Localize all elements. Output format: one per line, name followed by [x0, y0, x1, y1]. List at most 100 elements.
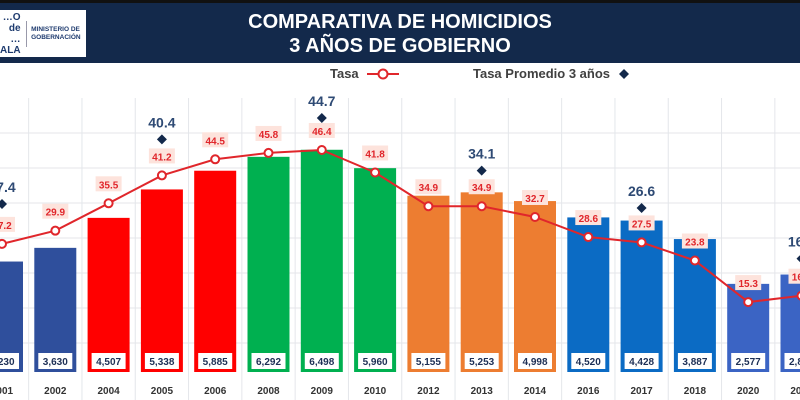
bar-value-label: 4,507 [96, 357, 121, 368]
bar-2005 [140, 189, 183, 372]
tasa-label-bg [0, 216, 15, 232]
bar-2002 [34, 247, 77, 372]
bar-2001 [0, 261, 23, 372]
tasa-label: 28.6 [579, 214, 599, 225]
bar-value-label: 6,292 [256, 357, 281, 368]
tasa-point [103, 198, 114, 209]
title-line-2: 3 AÑOS DE GOBIERNO [289, 35, 511, 57]
tasa-label: 34.9 [419, 183, 439, 194]
chart-title: COMPARATIVA DE HOMICIDIOS 3 AÑOS DE GOBI… [180, 10, 620, 58]
tasa-label-bg [42, 203, 69, 219]
avg-label: 26.6 [628, 183, 655, 199]
tasa-point [476, 201, 487, 212]
tasa-label: 27.5 [632, 219, 652, 230]
legend-promedio: Tasa Promedio 3 años [473, 66, 630, 81]
year-label-2021: 2021 [790, 386, 800, 397]
year-label-2005: 2005 [151, 386, 174, 397]
tasa-point [263, 147, 274, 158]
tasa-point [423, 201, 434, 212]
bar-2021 [780, 274, 800, 372]
year-label-2018: 2018 [684, 386, 707, 397]
bar-value-label: 5,253 [469, 357, 494, 368]
tasa-point [50, 225, 61, 236]
tasa-point [530, 211, 540, 222]
title-line-1: COMPARATIVA DE HOMICIDIOS [248, 11, 552, 33]
tasa-label: 16.6 [792, 273, 800, 284]
logo-right-text: MINISTERIO DE GOBERNACIÓN [31, 25, 81, 41]
tasa-label-bg [148, 148, 175, 164]
tasa-label-bg [788, 268, 800, 284]
bar-2009 [300, 149, 343, 372]
line-circle-icon [366, 68, 399, 79]
tasa-label-bg [95, 176, 122, 192]
bar-value-label: 4,428 [629, 357, 654, 368]
header-banner [0, 3, 800, 63]
tasa-label-bg [415, 179, 442, 195]
year-label-2010: 2010 [364, 386, 387, 397]
avg-diamond [316, 113, 327, 123]
year-label-2012: 2012 [417, 386, 440, 397]
bar-value-box [0, 353, 19, 369]
bar-value-label: 4,520 [576, 357, 601, 368]
bar-value-box [518, 353, 552, 369]
year-label-2020: 2020 [737, 386, 760, 397]
logo: …O de …ALA MINISTERIO DE GOBERNACIÓN [0, 10, 86, 57]
bar-2006 [194, 170, 237, 372]
logo-divider [25, 20, 27, 47]
tasa-label: 35.5 [99, 180, 119, 191]
year-label-2014: 2014 [524, 386, 547, 397]
tasa-label-bg [735, 275, 762, 291]
tasa-label: 15.3 [738, 279, 758, 290]
bar-value-label: 4,998 [522, 357, 547, 368]
bar-2014 [514, 201, 556, 372]
bar-value-box [198, 353, 233, 369]
bar-value-box [251, 353, 286, 369]
tasa-label-bg [362, 145, 389, 161]
bar-value-label: 6,498 [309, 357, 334, 368]
avg-diamond [476, 165, 487, 176]
bar-value-box [38, 353, 73, 369]
year-label-2001: 2001 [0, 386, 14, 397]
bar-value-box [464, 353, 499, 369]
avg-diamond [156, 134, 167, 145]
bar-value-box [731, 353, 766, 369]
year-label-2008: 2008 [257, 386, 280, 397]
tasa-label: 29.9 [46, 208, 66, 219]
bar-value-box [304, 353, 339, 369]
bar-value-box [784, 353, 800, 369]
year-label-2009: 2009 [311, 386, 334, 397]
bar-value-label: 2,577 [736, 357, 761, 368]
bar-value-box [624, 353, 659, 369]
avg-label: 34.1 [468, 146, 495, 162]
tasa-line [1, 148, 800, 304]
bar-value-box [411, 353, 446, 369]
logo-left-text: …O de …ALA [0, 11, 21, 56]
tasa-point [689, 255, 700, 266]
bar-2010 [354, 168, 397, 372]
tasa-label-bg [468, 179, 495, 195]
bar-value-box [91, 353, 126, 369]
avg-label: 16.4 [788, 234, 800, 250]
legend-tasa-label: Tasa [330, 66, 359, 81]
legend-promedio-label: Tasa Promedio 3 años [473, 66, 611, 81]
avg-label: 40.4 [148, 114, 175, 130]
year-label-2016: 2016 [577, 386, 600, 397]
bar-value-label: 3,630 [43, 357, 68, 368]
tasa-point [583, 232, 594, 243]
tasa-label: 32.7 [525, 194, 545, 205]
avg-diamond [0, 198, 7, 209]
bar-value-box [144, 353, 179, 369]
bar-value-label: 5,338 [149, 357, 174, 368]
bar-value-label: 3,887 [682, 357, 707, 368]
tasa-label-bg [202, 132, 229, 148]
tasa-label-bg [628, 215, 655, 231]
tasa-label: 34.9 [472, 183, 492, 194]
bar-value-box [571, 353, 606, 369]
top-bar [0, 0, 800, 3]
avg-diamond [796, 255, 800, 263]
bar-value-box [677, 353, 712, 369]
year-label-2013: 2013 [471, 386, 494, 397]
tasa-point [370, 167, 381, 178]
tasa-label: 41.8 [365, 149, 385, 160]
